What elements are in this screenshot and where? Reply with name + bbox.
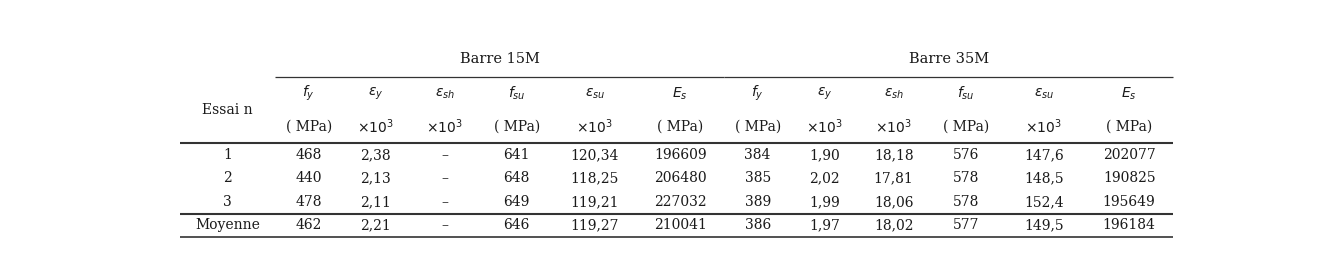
Text: 2,13: 2,13 <box>361 171 391 185</box>
Text: Barre 15M: Barre 15M <box>460 52 540 66</box>
Text: 18,02: 18,02 <box>874 218 914 232</box>
Text: 196184: 196184 <box>1102 218 1155 232</box>
Text: 386: 386 <box>744 218 770 232</box>
Text: 196609: 196609 <box>653 148 706 162</box>
Text: 389: 389 <box>744 195 770 209</box>
Text: $\varepsilon_{sh}$: $\varepsilon_{sh}$ <box>435 86 454 101</box>
Text: –: – <box>441 195 448 209</box>
Text: –: – <box>441 171 448 185</box>
Text: 195649: 195649 <box>1102 195 1155 209</box>
Text: 578: 578 <box>952 171 979 185</box>
Text: 385: 385 <box>744 171 770 185</box>
Text: ( MPa): ( MPa) <box>657 120 703 134</box>
Text: $\epsilon_y$: $\epsilon_y$ <box>367 85 383 102</box>
Text: ( MPa): ( MPa) <box>1106 120 1152 134</box>
Text: 147,6: 147,6 <box>1023 148 1064 162</box>
Text: 1,99: 1,99 <box>810 195 840 209</box>
Text: $E_s$: $E_s$ <box>673 85 687 102</box>
Text: $f_y$: $f_y$ <box>751 84 764 103</box>
Text: 2,38: 2,38 <box>361 148 391 162</box>
Text: 18,06: 18,06 <box>874 195 914 209</box>
Text: 119,21: 119,21 <box>570 195 619 209</box>
Text: 1,90: 1,90 <box>810 148 840 162</box>
Text: $\times 10^3$: $\times 10^3$ <box>357 117 394 136</box>
Text: 641: 641 <box>503 148 529 162</box>
Text: 118,25: 118,25 <box>570 171 619 185</box>
Text: 578: 578 <box>952 195 979 209</box>
Text: 576: 576 <box>952 148 979 162</box>
Text: –: – <box>441 218 448 232</box>
Text: Essai n: Essai n <box>203 103 253 117</box>
Text: $f_{su}$: $f_{su}$ <box>956 85 975 102</box>
Text: 468: 468 <box>295 148 321 162</box>
Text: $\times 10^3$: $\times 10^3$ <box>806 117 843 136</box>
Text: ( MPa): ( MPa) <box>494 120 540 134</box>
Text: $E_s$: $E_s$ <box>1121 85 1137 102</box>
Text: $\varepsilon_{su}$: $\varepsilon_{su}$ <box>585 86 605 101</box>
Text: $f_{su}$: $f_{su}$ <box>508 85 525 102</box>
Text: Moyenne: Moyenne <box>195 218 259 232</box>
Text: 649: 649 <box>503 195 529 209</box>
Text: ( MPa): ( MPa) <box>286 120 332 134</box>
Text: $\times 10^3$: $\times 10^3$ <box>1026 117 1062 136</box>
Text: 119,27: 119,27 <box>570 218 619 232</box>
Text: 18,18: 18,18 <box>874 148 914 162</box>
Text: 2,21: 2,21 <box>361 218 391 232</box>
Text: $\times 10^3$: $\times 10^3$ <box>427 117 464 136</box>
Text: 148,5: 148,5 <box>1023 171 1064 185</box>
Text: 384: 384 <box>744 148 770 162</box>
Text: $\times 10^3$: $\times 10^3$ <box>577 117 614 136</box>
Text: 149,5: 149,5 <box>1023 218 1064 232</box>
Text: 462: 462 <box>295 218 321 232</box>
Text: $f_y$: $f_y$ <box>303 84 315 103</box>
Text: 206480: 206480 <box>653 171 706 185</box>
Text: –: – <box>441 148 448 162</box>
Text: 648: 648 <box>503 171 529 185</box>
Text: $\varepsilon_{su}$: $\varepsilon_{su}$ <box>1034 86 1054 101</box>
Text: 202077: 202077 <box>1102 148 1155 162</box>
Text: ( MPa): ( MPa) <box>735 120 781 134</box>
Text: 190825: 190825 <box>1102 171 1155 185</box>
Text: 3: 3 <box>223 195 232 209</box>
Text: $\varepsilon_{sh}$: $\varepsilon_{sh}$ <box>884 86 903 101</box>
Text: $\epsilon_y$: $\epsilon_y$ <box>817 85 832 102</box>
Text: $\times 10^3$: $\times 10^3$ <box>876 117 913 136</box>
Text: 17,81: 17,81 <box>873 171 914 185</box>
Text: 1,97: 1,97 <box>809 218 840 232</box>
Text: 227032: 227032 <box>653 195 706 209</box>
Text: 646: 646 <box>503 218 529 232</box>
Text: 1: 1 <box>223 148 232 162</box>
Text: 440: 440 <box>295 171 321 185</box>
Text: 152,4: 152,4 <box>1023 195 1064 209</box>
Text: ( MPa): ( MPa) <box>943 120 989 134</box>
Text: 2: 2 <box>223 171 232 185</box>
Text: 478: 478 <box>295 195 321 209</box>
Text: 2,02: 2,02 <box>810 171 840 185</box>
Text: 120,34: 120,34 <box>570 148 619 162</box>
Text: 2,11: 2,11 <box>361 195 391 209</box>
Text: 210041: 210041 <box>653 218 707 232</box>
Text: Barre 35M: Barre 35M <box>909 52 989 66</box>
Text: 577: 577 <box>952 218 979 232</box>
